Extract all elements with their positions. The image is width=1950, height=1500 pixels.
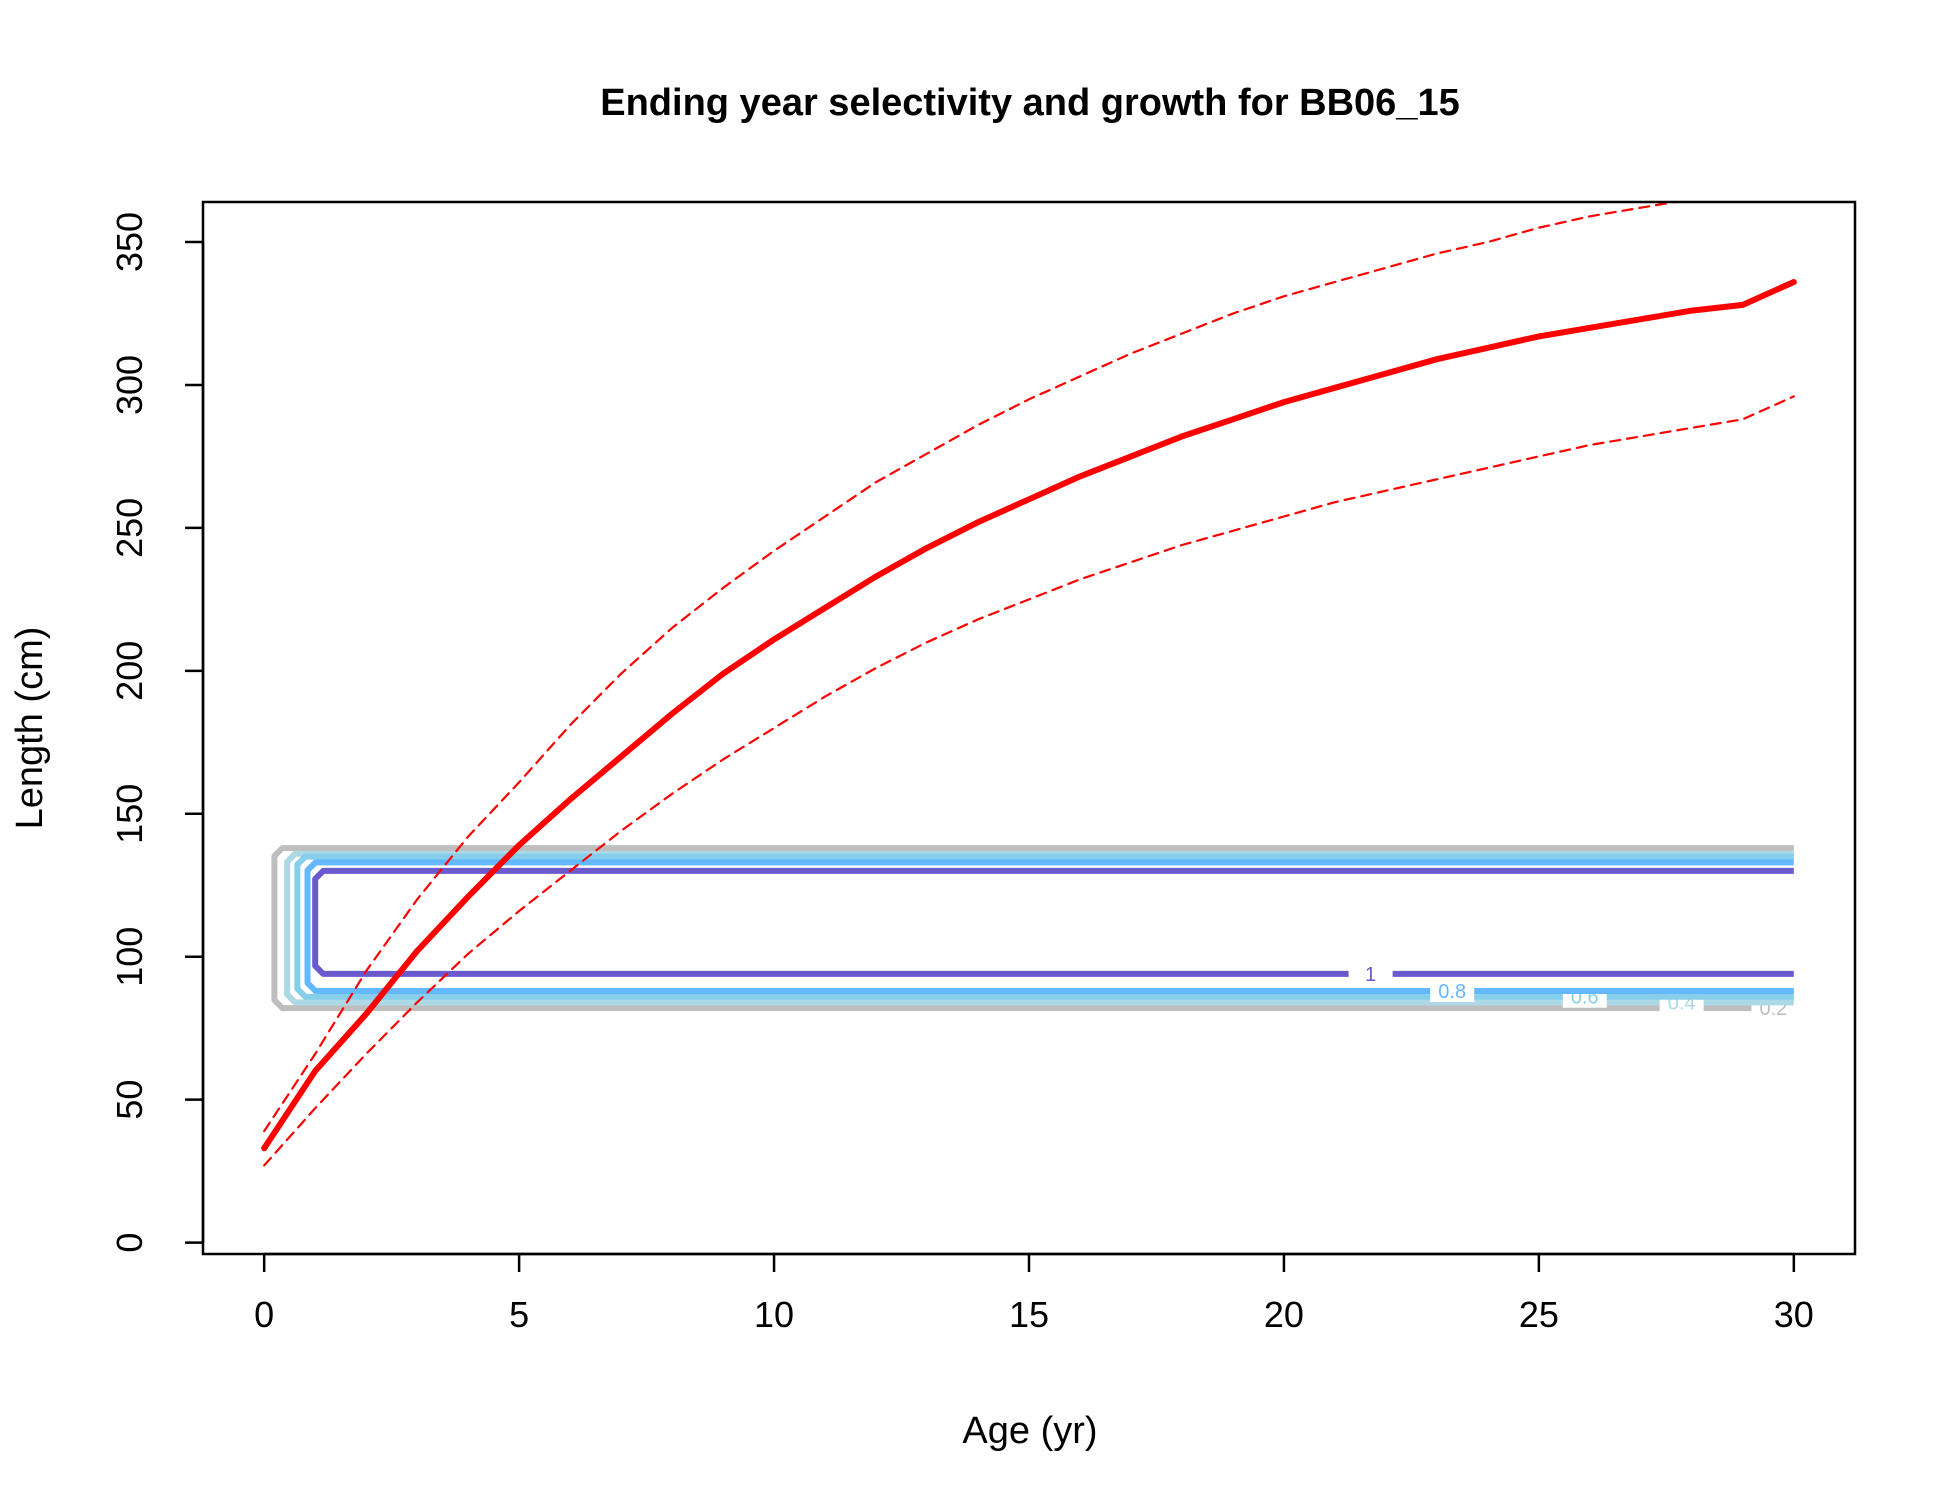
plot-frame [201,200,1857,1256]
growth-curve-mean [261,279,1797,1152]
chart-title: Ending year selectivity and growth for B… [600,82,1459,124]
y-tick-label: 200 [109,641,150,701]
contour-line-0.4 [284,850,1794,1006]
contour-line-0.2 [271,845,1794,1012]
y-tick-label: 350 [109,212,150,272]
x-tick-label: 20 [1264,1294,1304,1335]
growth-curve-upper [263,202,1682,1133]
y-tick-label: 300 [109,355,150,415]
contour-label: 1 [1365,964,1376,986]
contour-label: 0.8 [1438,981,1466,1003]
contour-label-gap [1348,962,1393,985]
y-tick-label: 50 [109,1080,150,1120]
x-tick-label: 15 [1009,1294,1049,1335]
y-tick-label: 100 [109,927,150,987]
y-axis-label: Length (cm) [9,627,51,830]
plot-area: 0.20.40.60.81 [261,202,1797,1167]
y-tick-label: 0 [109,1233,150,1253]
contour-line-1 [312,867,1794,977]
x-tick-label: 0 [254,1294,274,1335]
x-axis: 0 5 10 15 20 25 30 [254,1252,1814,1335]
y-tick-label: 150 [109,784,150,844]
x-tick-label: 25 [1519,1294,1559,1335]
x-tick-label: 10 [754,1294,794,1335]
y-tick-label: 250 [109,498,150,558]
x-tick-label: 5 [509,1294,529,1335]
x-axis-label: Age (yr) [962,1410,1097,1452]
x-tick-label: 30 [1774,1294,1814,1335]
growth-curve-lower [263,395,1795,1167]
contour-line-0.8 [304,859,1794,994]
contour-label-gap [1430,980,1475,1002]
contour-line-0.6 [294,853,1794,1000]
y-axis: 0 50 100 150 200 250 300 350 [109,212,205,1253]
